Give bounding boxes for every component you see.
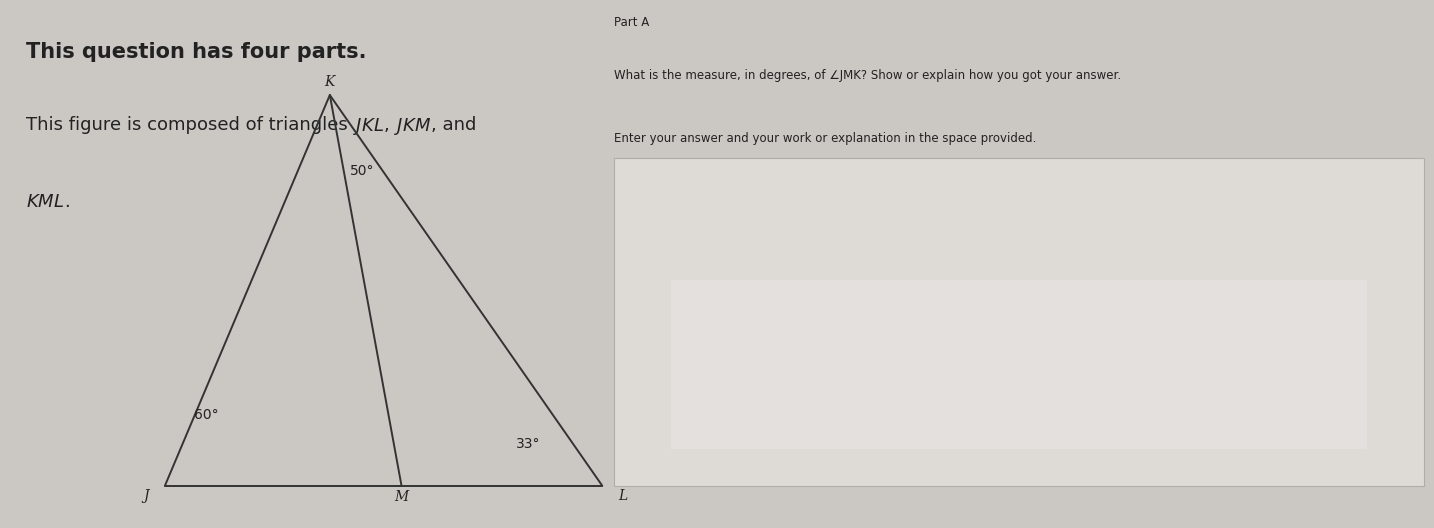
Text: This figure is composed of triangles: This figure is composed of triangles (26, 116, 353, 134)
Text: , and: , and (430, 116, 476, 134)
Text: Enter your answer and your work or explanation in the space provided.: Enter your answer and your work or expla… (614, 132, 1037, 145)
Text: K: K (324, 75, 336, 89)
Text: J: J (143, 489, 149, 503)
Text: 50°: 50° (350, 164, 374, 178)
Text: L: L (618, 489, 627, 503)
Text: What is the measure, in degrees, of ∠JMK? Show or explain how you got your answe: What is the measure, in degrees, of ∠JMK… (614, 69, 1121, 82)
Text: $JKM$: $JKM$ (394, 116, 430, 137)
Text: 33°: 33° (516, 437, 541, 451)
FancyBboxPatch shape (614, 158, 1424, 486)
FancyBboxPatch shape (671, 280, 1367, 449)
Text: ,: , (384, 116, 394, 134)
Text: Part A: Part A (614, 16, 650, 29)
Text: M: M (394, 491, 409, 504)
Text: 60°: 60° (194, 408, 218, 422)
Text: .: . (65, 193, 70, 211)
Text: This question has four parts.: This question has four parts. (26, 42, 366, 62)
Text: $KML$: $KML$ (26, 193, 65, 211)
Text: $JKL$: $JKL$ (353, 116, 384, 137)
